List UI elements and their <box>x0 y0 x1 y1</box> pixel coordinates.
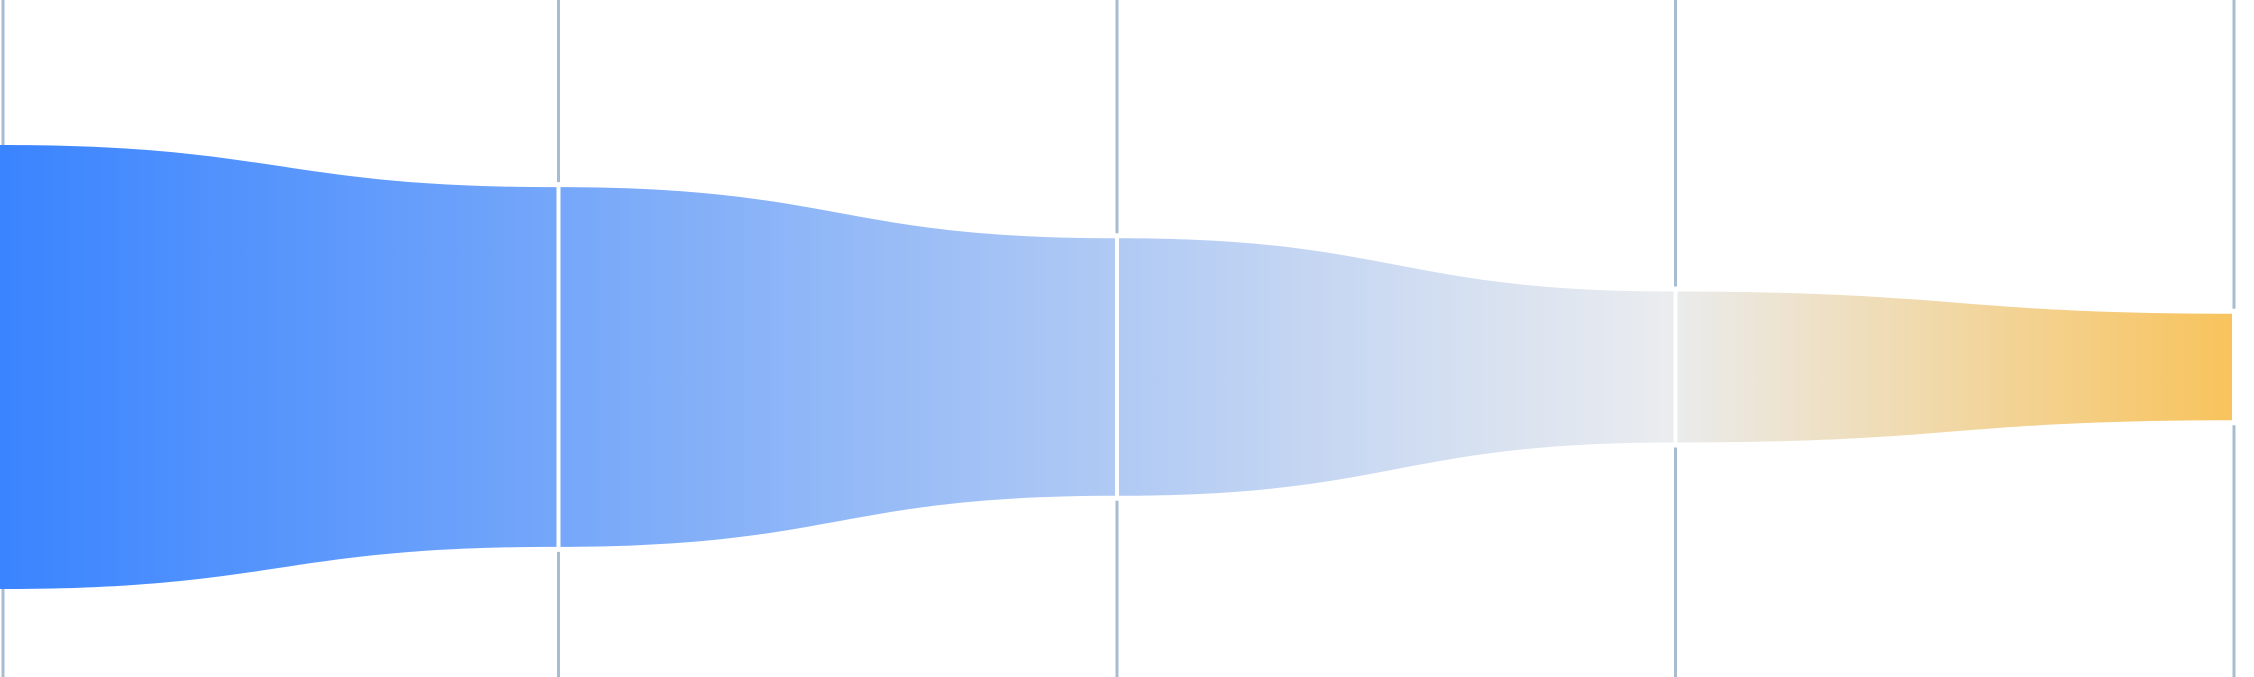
stage-gap-layer <box>556 182 2236 552</box>
